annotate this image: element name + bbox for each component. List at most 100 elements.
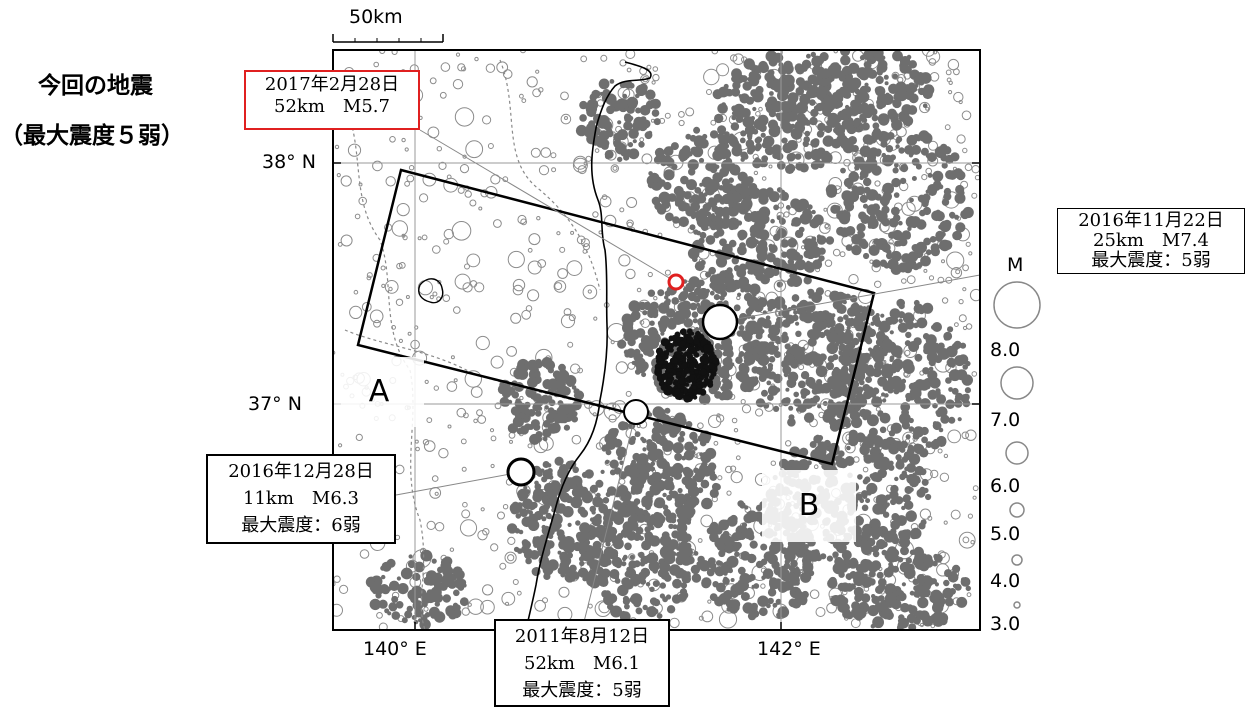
cluster-dot — [838, 571, 845, 578]
cluster-dot — [561, 368, 567, 373]
cluster-dot — [516, 363, 526, 373]
cluster-dot — [945, 377, 952, 384]
cluster-dot — [864, 476, 871, 483]
cluster-dot — [637, 453, 649, 465]
cluster-dot — [952, 583, 958, 589]
cluster-dot — [717, 103, 728, 114]
cluster-dot — [758, 194, 769, 205]
cluster-dot — [724, 276, 735, 288]
cluster-dot — [843, 314, 849, 321]
epicenter-dot — [716, 63, 730, 77]
cluster-dot — [824, 125, 833, 134]
epicenter-dot — [953, 68, 960, 76]
callout-current-depth-mag: 52km M5.7 — [274, 96, 390, 117]
cluster-dot — [863, 454, 873, 464]
dense-core-dot — [686, 357, 693, 363]
epicenter-dot — [520, 218, 528, 226]
epicenter-dot — [456, 407, 467, 418]
cluster-dot — [784, 559, 790, 565]
cluster-dot — [729, 514, 738, 523]
cluster-dot — [808, 550, 820, 562]
epicenter-dot — [559, 246, 566, 253]
cluster-dot — [807, 288, 815, 296]
cluster-dot — [865, 376, 872, 383]
cluster-dot — [698, 279, 705, 287]
cluster-dot — [723, 576, 728, 582]
cluster-dot — [632, 139, 637, 144]
epicenter-dot — [388, 286, 393, 292]
cluster-dot — [790, 127, 803, 140]
cluster-dot — [873, 460, 883, 470]
cluster-dot — [892, 229, 903, 241]
callout-2016-12-28-date: 2016年12月28日 — [228, 461, 374, 482]
epicenter-dot — [480, 599, 495, 615]
cluster-dot — [765, 73, 775, 82]
cluster-dot — [678, 541, 690, 553]
epicenter-dot — [919, 101, 931, 114]
cluster-dot — [735, 206, 742, 213]
cluster-dot — [822, 135, 834, 147]
cluster-dot — [713, 197, 719, 204]
cluster-dot — [948, 416, 956, 424]
epicenter-dot — [467, 598, 484, 615]
cluster-dot — [907, 604, 913, 610]
epicenter-dot — [823, 207, 828, 212]
epicenter-dot — [770, 460, 776, 466]
cluster-dot — [691, 573, 702, 583]
epicenter-dot — [446, 381, 458, 392]
cluster-dot — [400, 567, 413, 580]
cluster-dot — [898, 593, 905, 601]
cluster-dot — [424, 612, 431, 618]
cluster-dot — [908, 426, 915, 432]
cluster-dot — [659, 593, 666, 599]
cluster-dot — [913, 303, 924, 314]
cluster-dot — [747, 77, 752, 82]
epicenter-dot — [460, 438, 467, 445]
cluster-dot — [743, 374, 749, 380]
cluster-dot — [745, 385, 750, 390]
cluster-dot — [913, 337, 922, 346]
cluster-dot — [890, 250, 902, 262]
legend-label-m3: 3.0 — [990, 613, 1021, 635]
epicenter-dot — [519, 93, 524, 99]
cluster-dot — [685, 421, 693, 428]
cluster-dot — [604, 149, 614, 159]
epicenter-dot — [378, 622, 388, 630]
region-label-a: A — [334, 357, 424, 427]
cluster-dot — [781, 304, 788, 310]
epicenter-dot — [962, 287, 967, 292]
lon-label-140e: 140° E — [363, 638, 427, 660]
cluster-dot — [541, 516, 547, 522]
cluster-dot — [672, 524, 678, 530]
callout-2011-08-12-intensity: 最大震度：5弱 — [522, 680, 642, 701]
cluster-dot — [391, 611, 401, 620]
epicenter-dot — [713, 440, 719, 446]
dense-core-dot — [671, 357, 678, 365]
epicenter-dot — [824, 259, 833, 267]
cluster-dot — [651, 426, 661, 436]
cluster-dot — [645, 532, 651, 538]
cluster-dot — [879, 426, 887, 434]
cluster-dot — [817, 122, 826, 132]
cluster-dot — [885, 341, 897, 353]
cluster-dot — [781, 137, 788, 144]
cluster-dot — [898, 147, 905, 154]
cluster-dot — [647, 181, 655, 189]
cluster-dot — [628, 437, 636, 445]
cluster-dot — [821, 151, 833, 164]
dense-core-dot — [681, 346, 687, 352]
epicenter-dot — [455, 52, 461, 57]
cluster-dot — [775, 302, 782, 310]
epicenter-dot — [421, 234, 428, 241]
epicenter-clusters — [365, 50, 974, 630]
cluster-dot — [783, 464, 792, 472]
cluster-dot — [680, 582, 688, 589]
cluster-dot — [862, 494, 868, 499]
epicenter-dot — [512, 278, 526, 292]
dense-core-dot — [674, 388, 681, 395]
cluster-dot — [894, 440, 902, 449]
cluster-dot — [826, 323, 832, 328]
cluster-dot — [626, 566, 633, 573]
cluster-dot — [541, 357, 553, 369]
cluster-dot — [420, 549, 433, 562]
